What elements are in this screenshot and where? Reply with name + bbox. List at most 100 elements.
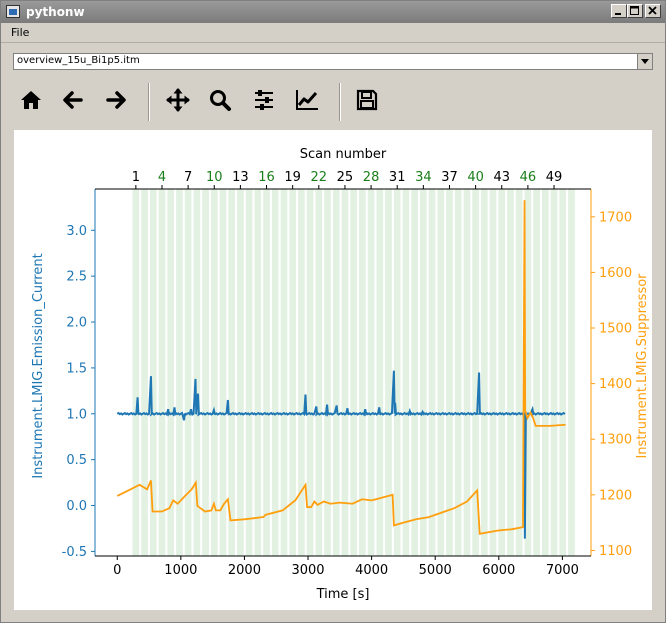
y-left-tick-label: 1.5 [66,361,87,376]
x-axis-label: Time [s] [316,587,370,602]
scan-tick-label: 46 [520,170,537,185]
scan-tick-label: 31 [389,170,406,185]
y-left-axis-label: Instrument.LMIG.Emission_Current [31,253,46,478]
y-right-tick-label: 1300 [599,433,632,448]
plot-axes [91,185,595,560]
y-left-tick-label: 2.5 [66,270,87,285]
x-tick-label: 2000 [228,563,261,578]
scan-shade [411,189,418,556]
scan-shade [254,189,262,556]
y-right-tick-label: 1200 [599,488,632,503]
scan-shade [524,189,532,556]
scan-shade [228,189,236,556]
forward-button[interactable] [100,84,132,116]
scan-shade [393,189,401,556]
window-title: pythonw [26,5,85,19]
scan-tick-label: 49 [546,170,563,185]
scan-shade [568,189,575,556]
scan-tick-label: 4 [158,170,166,185]
back-button[interactable] [57,84,89,116]
scan-tick-label: 16 [258,170,275,185]
scan-tick-label: 43 [493,170,510,185]
subplots-config-button[interactable] [248,84,280,116]
y-left-tick-label: 2.0 [66,316,87,331]
toolbar-separator [339,83,341,121]
minimize-button[interactable] [611,4,627,18]
menu-file[interactable]: File [11,26,30,39]
scan-tick-label: 37 [441,170,458,185]
pan-button[interactable] [162,84,194,116]
y-right-tick-label: 1700 [599,210,632,225]
save-button[interactable] [351,84,383,116]
scan-shade [184,189,192,556]
title-bar[interactable]: pythonw [1,1,665,23]
plot-canvas[interactable]: 0 1000 2000 3000 4000 5000 6000 7000 -0.5 0.0 0.5 1… [14,130,652,610]
scan-shade [219,189,227,556]
x-tick-label: 1000 [164,563,197,578]
close-button[interactable] [645,4,661,18]
scan-shade [263,189,270,556]
scan-shade [437,189,445,556]
home-icon [21,91,41,109]
scan-tick-label: 13 [232,170,249,185]
scan-tick-label: 40 [467,170,484,185]
scan-shade [271,189,279,556]
scan-shade [420,189,427,556]
y-right-tick-label: 1100 [599,544,632,559]
x-tick-label: 3000 [291,563,324,578]
scan-shade [385,189,392,556]
scan-shade [193,189,201,556]
scan-shade [463,189,471,556]
y-left-tick-label: 1.0 [66,407,87,422]
y-right-tick-label: 1500 [599,322,632,337]
menu-bar: File [1,23,665,43]
suppressor-line [116,200,566,535]
pan-icon [166,88,190,112]
scan-tick-label: 7 [184,170,192,185]
scan-shade [245,189,253,556]
scan-shade [515,189,523,556]
zoom-button[interactable] [204,84,236,116]
home-button[interactable] [15,84,47,116]
y-right-axis-label: Instrument.LMIG.Suppressor [635,273,650,459]
minimize-icon [615,13,621,15]
scan-shade [533,189,540,556]
save-icon [356,89,378,111]
scan-tick-label: 34 [415,170,432,185]
x-tick-label: 6000 [482,563,515,578]
x-tick-label: 4000 [355,563,388,578]
scan-shade [454,189,462,556]
maximize-button[interactable] [627,4,643,18]
scan-shade [428,189,436,556]
scan-shade [210,189,218,556]
scan-shade [559,189,567,556]
file-select[interactable]: overview_15u_Bi1p5.itm [13,53,653,70]
scan-shade [289,189,297,556]
scan-shade [446,189,453,556]
x-tick-label: 0 [113,563,121,578]
x-tick-label: 7000 [546,563,579,578]
y-right-tick-label: 1600 [599,266,632,281]
scan-shade [237,189,244,556]
scan-tick-label: 25 [337,170,354,185]
plot-toolbar [1,79,665,125]
subplots-config-icon [255,90,273,110]
scan-shade [359,189,366,556]
x-tick-label: 5000 [419,563,452,578]
y-left-tick-label: 0.5 [66,453,87,468]
scan-shade [341,189,349,556]
zoom-icon [210,90,231,111]
scan-shade [202,189,209,556]
chevron-down-icon[interactable] [637,54,652,69]
toolbar-separator [148,83,150,121]
scan-shade [141,189,148,556]
plot-lines [116,200,566,539]
scan-shade [332,189,340,556]
scan-shade [158,189,166,556]
scan-shade [176,189,183,556]
forward-arrow-icon [106,91,126,109]
axes-edit-button[interactable] [291,84,323,116]
scan-tick-label: 10 [206,170,223,185]
scan-shade [315,189,323,556]
maximize-icon [630,6,639,15]
